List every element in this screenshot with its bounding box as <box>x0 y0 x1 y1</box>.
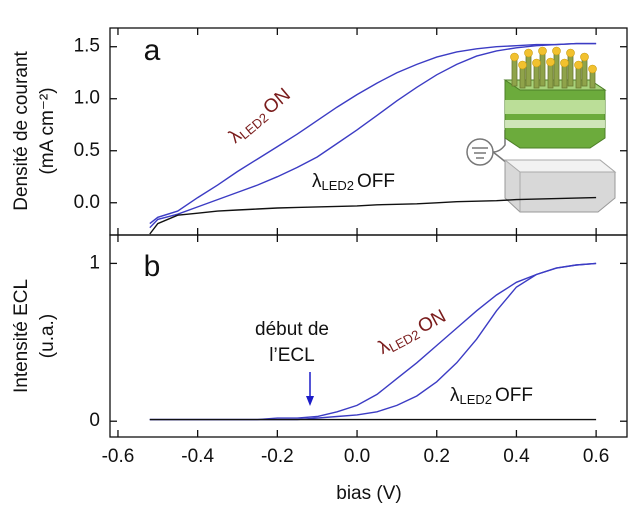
x-tick-label: 0.4 <box>503 446 530 467</box>
annotation-subscript: LED2 <box>237 110 272 142</box>
x-tick-label: 0.0 <box>344 446 370 467</box>
data-line <box>149 196 597 235</box>
y-tick-label: 0.5 <box>74 140 100 161</box>
x-tick-label: 0.6 <box>583 446 609 467</box>
annotation-subscript: LED2 <box>322 178 355 193</box>
annotation-text: ON <box>415 306 450 338</box>
y-tick-label: 1.5 <box>74 36 100 57</box>
annotation-symbol: λ <box>312 171 322 192</box>
data-line <box>149 42 597 229</box>
y-axis-label: Densité de courant <box>11 51 32 211</box>
x-tick-label: -0.6 <box>102 446 135 467</box>
plot-frame <box>109 234 628 438</box>
y-tick-label: 0.0 <box>74 192 100 213</box>
annotation-text: ON <box>259 84 294 118</box>
x-tick-label: -0.2 <box>261 446 294 467</box>
x-axis-label: bias (V) <box>336 483 401 504</box>
nanowire-block <box>503 46 607 149</box>
annotation-subscript: LED2 <box>460 392 493 407</box>
data-line <box>149 42 597 225</box>
inset-illustration <box>466 46 617 213</box>
panel-label: b <box>144 250 161 283</box>
substrate <box>503 159 617 213</box>
annotation: λLED2ON <box>375 306 450 360</box>
x-tick-label: 0.2 <box>424 446 450 467</box>
y-axis-label: (mA cm⁻²) <box>37 87 58 174</box>
x-tick-label: -0.4 <box>181 446 214 467</box>
annotation: λLED2ON <box>225 84 296 148</box>
annotation: l’ECL <box>269 345 314 366</box>
annotation-text: OFF <box>357 171 395 192</box>
annotation-text: OFF <box>495 385 533 406</box>
y-axis-label: Intensité ECL <box>11 279 32 393</box>
y-tick-label: 0 <box>89 410 100 431</box>
annotation-arrowhead <box>306 396 314 406</box>
panel-label: a <box>144 34 161 67</box>
annotation: début de <box>255 319 329 340</box>
y-axis-label: (u.a.) <box>37 314 58 358</box>
annotation-subscript: LED2 <box>387 327 423 356</box>
annotation: λLED2 OFF <box>450 385 533 407</box>
y-tick-label: 1.0 <box>74 88 100 109</box>
annotation-symbol: λ <box>450 385 460 406</box>
annotation: λLED2 OFF <box>312 171 395 193</box>
y-tick-label: 1 <box>89 252 100 273</box>
